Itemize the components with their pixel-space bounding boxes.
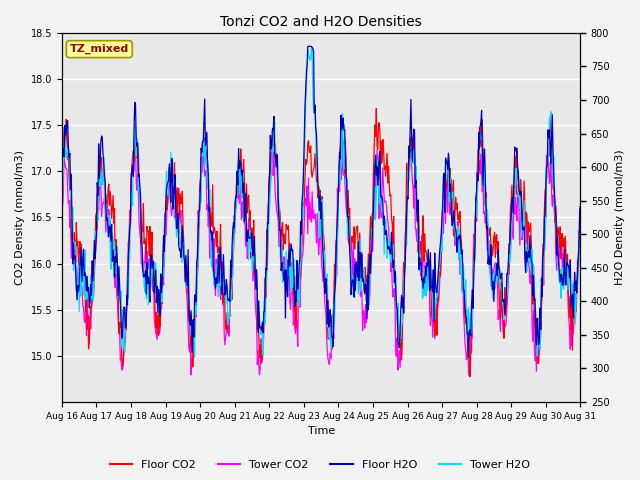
X-axis label: Time: Time	[308, 426, 335, 436]
Text: TZ_mixed: TZ_mixed	[70, 44, 129, 54]
Title: Tonzi CO2 and H2O Densities: Tonzi CO2 and H2O Densities	[220, 15, 422, 29]
Y-axis label: H2O Density (mmol/m3): H2O Density (mmol/m3)	[615, 150, 625, 285]
Y-axis label: CO2 Density (mmol/m3): CO2 Density (mmol/m3)	[15, 150, 25, 285]
Legend: Floor CO2, Tower CO2, Floor H2O, Tower H2O: Floor CO2, Tower CO2, Floor H2O, Tower H…	[105, 456, 535, 474]
